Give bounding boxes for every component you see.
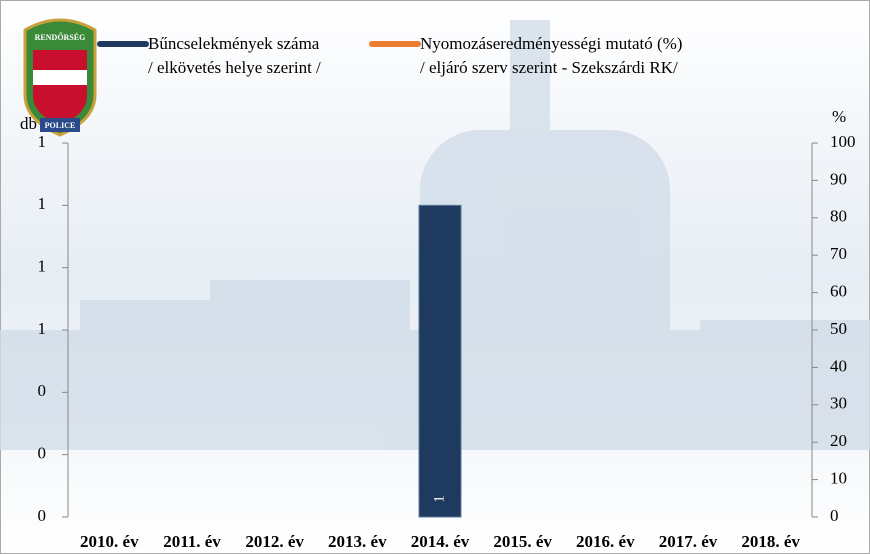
y-tick-label: 0 <box>38 506 47 525</box>
y-tick-label: 1 <box>38 194 47 213</box>
x-tick-label: 2014. év <box>411 532 470 551</box>
y2-axis-title: % <box>832 107 846 126</box>
y2-tick-label: 100 <box>830 132 856 151</box>
legend-label: Bűncselekmények száma / elkövetés helye … <box>148 34 321 77</box>
y2-tick-label: 20 <box>830 431 847 450</box>
y-tick-label: 1 <box>38 257 47 276</box>
y-tick-label: 0 <box>38 444 47 463</box>
y2-tick-label: 50 <box>830 319 847 338</box>
y2-tick-label: 40 <box>830 356 847 375</box>
x-tick-label: 2016. év <box>576 532 635 551</box>
x-tick-label: 2015. év <box>493 532 552 551</box>
data-label: 1 <box>431 495 447 503</box>
y2-tick-label: 0 <box>830 506 839 525</box>
logo-bottom-text: POLICE <box>45 121 76 130</box>
y2-tick-label: 90 <box>830 169 847 188</box>
y-axis-title: db <box>20 114 37 133</box>
y2-tick-label: 30 <box>830 394 847 413</box>
logo-top-text: RENDŐRSÉG <box>35 32 86 42</box>
y-tick-label: 1 <box>38 319 47 338</box>
legend-label: Nyomozáseredményességi mutató (%) / eljá… <box>420 34 683 77</box>
y2-tick-label: 80 <box>830 207 847 226</box>
x-tick-label: 2010. év <box>80 532 139 551</box>
y-tick-label: 1 <box>38 132 47 151</box>
x-tick-label: 2018. év <box>741 532 800 551</box>
y2-tick-label: 60 <box>830 282 847 301</box>
bar <box>418 204 462 518</box>
x-tick-label: 2017. év <box>659 532 718 551</box>
x-tick-label: 2013. év <box>328 532 387 551</box>
y-tick-label: 0 <box>38 381 47 400</box>
x-tick-label: 2011. év <box>163 532 221 551</box>
y2-tick-label: 10 <box>830 469 847 488</box>
x-tick-label: 2012. év <box>245 532 304 551</box>
y2-tick-label: 70 <box>830 244 847 263</box>
police-logo: RENDŐRSÉG POLICE <box>23 18 97 137</box>
